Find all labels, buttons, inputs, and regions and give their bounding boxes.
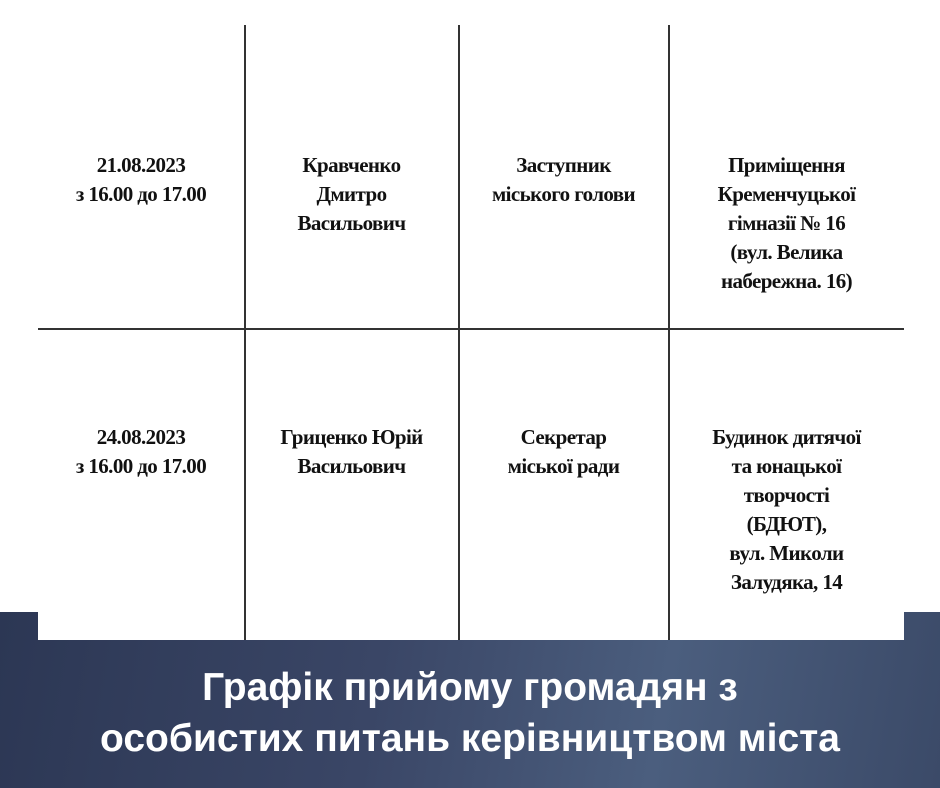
row-divider (38, 328, 904, 330)
cell-line: 24.08.2023 (96, 425, 186, 449)
cell-line: з 16.00 до 17.00 (75, 454, 207, 478)
cell-line: Залудяка, 14 (730, 570, 843, 594)
cell-line: та юнацької (731, 454, 842, 478)
cell-line: вул. Миколи (729, 541, 844, 565)
cell-line: Дмитро (316, 182, 387, 206)
cell-line: Васильович (297, 211, 406, 235)
cell-line: (БДЮТ), (746, 512, 827, 536)
column-divider (244, 25, 246, 640)
caption-band (0, 612, 940, 788)
cell-line: Гриценко Юрій (280, 425, 423, 449)
cell-line: Заступник (516, 153, 611, 177)
cell-date: 24.08.2023 з 16.00 до 17.00 (38, 423, 244, 481)
cell-name: Гриценко Юрій Васильович (245, 423, 458, 481)
cell-name: Кравченко Дмитро Васильович (245, 151, 458, 238)
column-divider (668, 25, 670, 640)
cell-line: Приміщення (728, 153, 845, 177)
cell-line: Секретар (520, 425, 607, 449)
cell-position: Секретар міської ради (459, 423, 668, 481)
cell-place: Будинок дитячої та юнацької творчості (БДЮТ… (669, 423, 904, 597)
cell-line: з 16.00 до 17.00 (75, 182, 207, 206)
cell-line: Кравченко (302, 153, 401, 177)
cell-line: гімназії № 16 (727, 211, 846, 235)
cell-line: 21.08.2023 (96, 153, 186, 177)
cell-date: 21.08.2023 з 16.00 до 17.00 (38, 151, 244, 209)
cell-line: набережна. 16) (720, 269, 853, 293)
caption-line: Графік прийому громадян з (202, 666, 738, 709)
cell-line: міського голови (491, 182, 636, 206)
caption-line: особистих питань керівництвом міста (100, 717, 840, 760)
cell-line: (вул. Велика (730, 240, 843, 264)
cell-line: Васильович (297, 454, 406, 478)
cell-line: творчості (743, 483, 830, 507)
cell-position: Заступник міського голови (459, 151, 668, 209)
cell-line: Кременчуцької (717, 182, 856, 206)
column-divider (458, 25, 460, 640)
cell-line: Будинок дитячої (712, 425, 861, 449)
cell-place: Приміщення Кременчуцької гімназії № 16 (вул… (669, 151, 904, 296)
caption-title: Графік прийому громадян з особистих пита… (0, 662, 940, 764)
cell-line: міської ради (507, 454, 620, 478)
schedule-sheet (38, 0, 904, 640)
